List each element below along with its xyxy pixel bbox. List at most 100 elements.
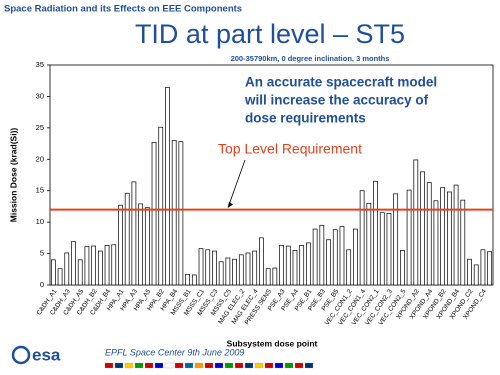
flag xyxy=(294,362,304,369)
bar xyxy=(97,250,103,286)
flag xyxy=(164,362,174,369)
flag xyxy=(304,362,314,369)
bar xyxy=(50,259,56,286)
flag xyxy=(224,362,234,369)
flag xyxy=(284,362,294,369)
bar xyxy=(111,244,117,286)
flag xyxy=(114,362,124,369)
flag xyxy=(174,362,184,369)
bar xyxy=(420,171,425,286)
x-axis-label: Subsystem dose point xyxy=(227,338,318,348)
bar xyxy=(346,249,352,286)
annotation: will increase the accuracy of xyxy=(244,93,429,108)
flag xyxy=(134,362,144,369)
flag xyxy=(244,362,254,369)
chart-title: TID at part level – ST5 xyxy=(135,19,405,49)
bar xyxy=(487,251,493,286)
bar xyxy=(319,224,325,286)
bar xyxy=(118,204,123,286)
bar xyxy=(332,229,338,286)
bar xyxy=(191,274,197,286)
bar xyxy=(312,228,318,286)
flag xyxy=(124,362,134,369)
bar xyxy=(413,159,419,286)
flag xyxy=(254,362,264,369)
bar xyxy=(104,245,110,286)
bar xyxy=(198,248,204,286)
bar xyxy=(91,245,96,286)
bar xyxy=(285,245,291,286)
y-tick-label: 30 xyxy=(36,91,44,100)
bar xyxy=(64,252,70,286)
bar xyxy=(71,241,76,286)
annotation: An accurate spacecraft model xyxy=(245,75,437,90)
bar xyxy=(366,202,372,286)
y-axis-label: Mission Dose (krad(Si)) xyxy=(8,128,18,223)
bar xyxy=(279,245,284,286)
bar xyxy=(165,87,170,286)
bar xyxy=(433,200,439,286)
requirement-arrowhead xyxy=(228,201,233,208)
flag xyxy=(184,362,194,369)
bar xyxy=(386,212,392,286)
requirement-arrow xyxy=(227,159,246,208)
bar xyxy=(77,259,83,286)
bar xyxy=(400,250,405,286)
bar xyxy=(238,254,244,286)
bar xyxy=(225,257,231,286)
bar xyxy=(393,193,399,286)
flag xyxy=(214,362,224,369)
bar xyxy=(326,239,331,286)
subtitle: 200-35790km, 0 degree inclination, 3 mon… xyxy=(231,54,390,63)
bar xyxy=(259,237,264,286)
requirement-label: Top Level Requirement xyxy=(218,141,362,157)
y-tick-label: 35 xyxy=(36,60,44,69)
bar xyxy=(447,191,452,286)
bar xyxy=(453,184,459,286)
y-tick-label: 15 xyxy=(36,186,44,195)
bar xyxy=(373,180,378,286)
flags xyxy=(104,362,314,369)
y-tick-label: 25 xyxy=(36,123,44,132)
y-tick-label: 20 xyxy=(36,154,44,163)
bar xyxy=(185,273,190,286)
y-tick-label: 5 xyxy=(40,249,44,258)
flag xyxy=(194,362,204,369)
plot-frame xyxy=(49,64,494,286)
bar xyxy=(353,228,358,286)
bar xyxy=(406,189,412,286)
bar xyxy=(306,242,311,286)
bar xyxy=(467,258,472,286)
bar xyxy=(480,249,486,286)
y-tick-label: 0 xyxy=(40,280,44,289)
bar xyxy=(426,182,432,286)
bar xyxy=(252,250,258,286)
bar xyxy=(473,264,479,286)
bar xyxy=(158,126,164,286)
annotation: dose requirements xyxy=(245,111,366,126)
bar xyxy=(124,192,130,286)
flag xyxy=(274,362,284,369)
bar xyxy=(460,199,466,286)
flag xyxy=(204,362,214,369)
bar xyxy=(205,249,211,286)
y-tick-label: 10 xyxy=(36,217,44,226)
bar xyxy=(131,181,137,286)
bar xyxy=(178,141,184,286)
logo: esa xyxy=(32,345,61,364)
bar xyxy=(265,268,271,286)
flag xyxy=(154,362,164,369)
logo-mark xyxy=(11,345,31,365)
footer: EPFL Space Center 9th June 2009 xyxy=(105,347,244,357)
flag xyxy=(144,362,154,369)
bar xyxy=(292,250,298,286)
bar xyxy=(272,267,278,286)
bar xyxy=(144,207,150,286)
bar xyxy=(359,190,365,286)
flag xyxy=(264,362,274,369)
bar xyxy=(218,261,224,286)
bar xyxy=(245,252,251,286)
bar xyxy=(232,258,237,286)
bar xyxy=(339,226,345,286)
